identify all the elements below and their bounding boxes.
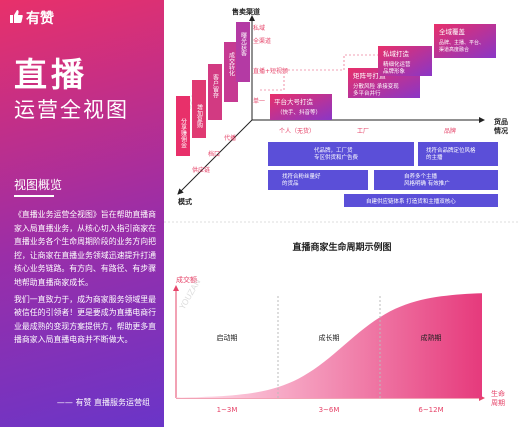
info-box xyxy=(268,142,414,166)
goods-label: 个人（无货） xyxy=(279,127,315,135)
description: 《直播业务运营全视图》旨在帮助直播商家入局直播业务，从核心切入指引商家在直播业务… xyxy=(14,208,158,350)
step-block xyxy=(208,64,222,120)
chart-title: 直播商家生命周期示例图 xyxy=(292,241,391,253)
stage-card-sub: 精细化运营品牌形象 xyxy=(383,60,411,75)
info-box xyxy=(344,194,498,207)
info-box-text: 找符合品牌定位风格的主播 xyxy=(426,146,476,161)
info-box-text: 代品牌，工厂货专区供货和广告费 xyxy=(314,146,359,161)
stage-card xyxy=(434,24,496,58)
axis-label-sales: 售卖渠道 xyxy=(232,7,260,16)
info-box xyxy=(418,142,498,166)
stage-name: 成熟期 xyxy=(421,333,442,342)
info-box xyxy=(374,170,498,190)
channel-label: 单一 xyxy=(253,97,265,105)
stage-name: 启动期 xyxy=(217,333,238,342)
step-label: 成交转化 xyxy=(228,51,235,77)
stage-card-title: 全域覆盖 xyxy=(439,27,466,36)
mode-axis xyxy=(177,119,253,195)
mode-label: 档口 xyxy=(208,150,220,158)
stage-card-sub: 分散风险 承接变现多平台并行 xyxy=(353,82,399,97)
section-title: 视图概览 xyxy=(14,178,63,192)
step-block xyxy=(176,96,190,156)
author-signature: —— 有赞 直播服务运营组 xyxy=(56,398,150,407)
channel-label: 私域 xyxy=(253,24,265,32)
flow-connector xyxy=(260,54,404,91)
step-label: 增加复购 xyxy=(196,103,203,129)
youzan-logo: 有赞 xyxy=(9,8,54,28)
step-label: 客户留存 xyxy=(212,73,219,98)
stage-card-sub: （快手、抖音等） xyxy=(277,108,321,116)
section-divider xyxy=(14,195,54,197)
step-block xyxy=(192,80,206,138)
description-paragraph: 《直播业务运营全视图》旨在帮助直播商家入局直播业务，从核心切入指引商家在直播业务… xyxy=(14,210,157,287)
chart-xlabel: 生命周期 xyxy=(491,389,505,407)
stage-card-title: 平台大号打造 xyxy=(274,97,314,106)
stage-name: 成长期 xyxy=(319,333,340,342)
stage-card-title: 矩阵号打造 xyxy=(353,71,386,80)
page-title: 直播 xyxy=(14,55,88,94)
channel-label: 全渠道 xyxy=(253,37,271,45)
info-box xyxy=(268,170,368,190)
stage-card xyxy=(378,46,432,76)
step-label: 曝光获客 xyxy=(240,32,247,57)
mode-label: 供应链 xyxy=(192,166,210,174)
info-box-text: 自建供应链体系 打造货和主播双核心 xyxy=(366,197,456,205)
thumbs-up-icon xyxy=(9,9,23,27)
stage-card-title: 私域打造 xyxy=(383,49,410,58)
goods-label: 品牌 xyxy=(444,127,456,135)
stage-period: 6~12M xyxy=(418,406,443,414)
stage-period: 3~6M xyxy=(319,406,340,414)
stage-period: 1~3M xyxy=(217,406,238,414)
chart-ylabel: 成交额 xyxy=(176,275,197,284)
mode-label: 代播 xyxy=(224,134,236,142)
stage-card xyxy=(270,94,332,120)
left-panel: 有赞 直播 运营全视图 视图概览 《直播业务运营全视图》旨在帮助直播商家入局直播… xyxy=(0,0,164,427)
logo-text: 有赞 xyxy=(26,11,54,27)
right-panel: YOUZAN YOUZAN 售卖渠道 货品情况 模式 私域 全渠道 直播+短视频… xyxy=(164,0,520,427)
info-box-text: 自养多个主播风格明确 有效推广 xyxy=(404,172,450,187)
step-label: 分享赚佣金 xyxy=(180,117,187,148)
channel-label: 直播+短视频 xyxy=(253,67,288,75)
step-block xyxy=(236,22,250,82)
lifecycle-area xyxy=(176,293,482,398)
step-block xyxy=(224,42,238,102)
description-paragraph: 我们一直致力于，成为商家服务领域里最被信任的引领者！更是要成为直播电商行业最成熟… xyxy=(14,294,157,345)
axis-label-goods: 货品情况 xyxy=(493,117,508,135)
info-box-text: 找符合粉丝量好的货品 xyxy=(282,172,321,187)
goods-label: 工厂 xyxy=(357,128,369,135)
stage-card-sub: 品牌、主播、平台、渠道高度融合 xyxy=(439,39,484,53)
page-subtitle: 运营全视图 xyxy=(14,98,129,122)
axis-label-mode: 模式 xyxy=(178,197,192,206)
